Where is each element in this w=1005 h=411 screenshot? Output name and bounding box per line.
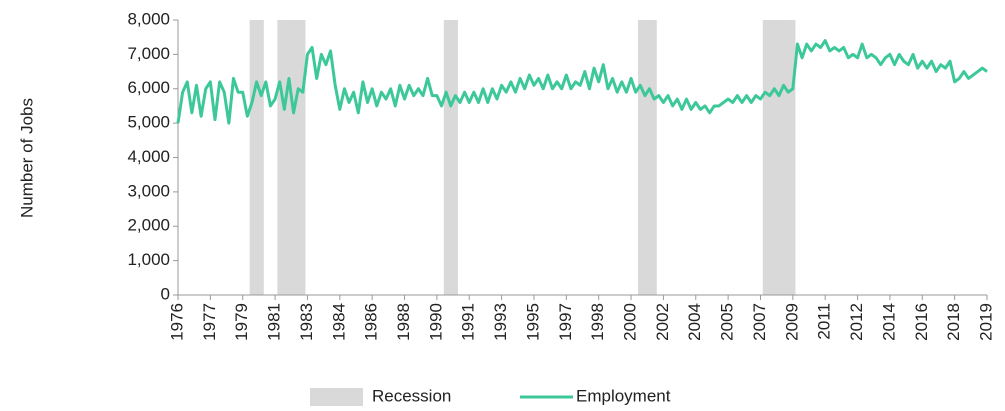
recession-bar xyxy=(254,20,260,295)
legend-item: Employment xyxy=(520,386,671,405)
x-tick-label: 2011 xyxy=(815,303,834,340)
recession-bar xyxy=(762,20,768,295)
recession-bar xyxy=(291,20,297,295)
recession-bar xyxy=(448,20,454,295)
recession-bar xyxy=(647,20,653,295)
recession-bar xyxy=(443,20,449,295)
x-tick-label: 2007 xyxy=(750,303,769,341)
recession-bar xyxy=(295,20,301,295)
x-tick-label: 1979 xyxy=(232,303,251,341)
recession-bar xyxy=(642,20,648,295)
recession-bar xyxy=(249,20,255,295)
x-tick-label: 1981 xyxy=(265,303,284,341)
recession-bar xyxy=(776,20,782,295)
x-tick-label: 2000 xyxy=(621,303,640,341)
x-tick-label: 1983 xyxy=(297,303,316,341)
employment-line xyxy=(176,39,988,125)
x-tick-label: 2014 xyxy=(879,303,898,341)
x-tick-label: 1976 xyxy=(167,303,186,341)
x-tick-label: 2012 xyxy=(847,303,866,341)
x-tick-label: 1997 xyxy=(556,303,575,341)
recession-bar xyxy=(772,20,777,295)
x-tick-label: 2018 xyxy=(944,303,963,341)
x-tick-label: 2005 xyxy=(718,303,737,341)
x-tick-label: 2002 xyxy=(653,303,672,341)
x-tick-label: 1986 xyxy=(362,303,381,341)
recession-bar xyxy=(286,20,292,295)
x-tick-label: 1984 xyxy=(329,303,348,341)
x-tick-label: 1998 xyxy=(588,303,607,341)
x-tick-label: 1977 xyxy=(200,303,219,341)
y-tick-label: 0 xyxy=(161,284,170,303)
x-tick-label: 2016 xyxy=(912,303,931,341)
x-tick-label: 1995 xyxy=(523,303,542,341)
x-tick-label: 2004 xyxy=(685,303,704,341)
x-tick-label: 1988 xyxy=(394,303,413,341)
x-tick-label: 2019 xyxy=(976,303,995,341)
legend-item: Recession xyxy=(310,386,451,406)
y-axis-label: Number of Jobs xyxy=(17,98,36,218)
recession-bar xyxy=(785,20,791,295)
y-tick-label: 6,000 xyxy=(127,78,170,97)
y-tick-label: 7,000 xyxy=(127,44,170,63)
recession-bar xyxy=(277,20,283,295)
y-tick-label: 4,000 xyxy=(127,147,170,166)
y-tick-label: 2,000 xyxy=(127,216,170,235)
x-tick-label: 1991 xyxy=(459,303,478,341)
legend-label: Recession xyxy=(372,386,451,405)
x-tick-label: 1990 xyxy=(426,303,445,341)
recession-bar xyxy=(300,20,306,295)
y-tick-label: 1,000 xyxy=(127,250,170,269)
recession-bar xyxy=(651,20,657,295)
y-tick-label: 8,000 xyxy=(127,9,170,28)
recession-bar xyxy=(781,20,787,295)
x-tick-label: 2009 xyxy=(782,303,801,341)
legend-swatch xyxy=(310,388,363,406)
x-tick-label: 1993 xyxy=(491,303,510,341)
recession-bar xyxy=(453,20,458,295)
recession-bar xyxy=(258,20,264,295)
recession-bar xyxy=(767,20,773,295)
y-tick-label: 3,000 xyxy=(127,181,170,200)
recession-bar xyxy=(637,20,643,295)
recession-bar xyxy=(282,20,287,295)
y-tick-label: 5,000 xyxy=(127,113,170,132)
legend-label: Employment xyxy=(576,386,671,405)
recession-bar xyxy=(790,20,796,295)
